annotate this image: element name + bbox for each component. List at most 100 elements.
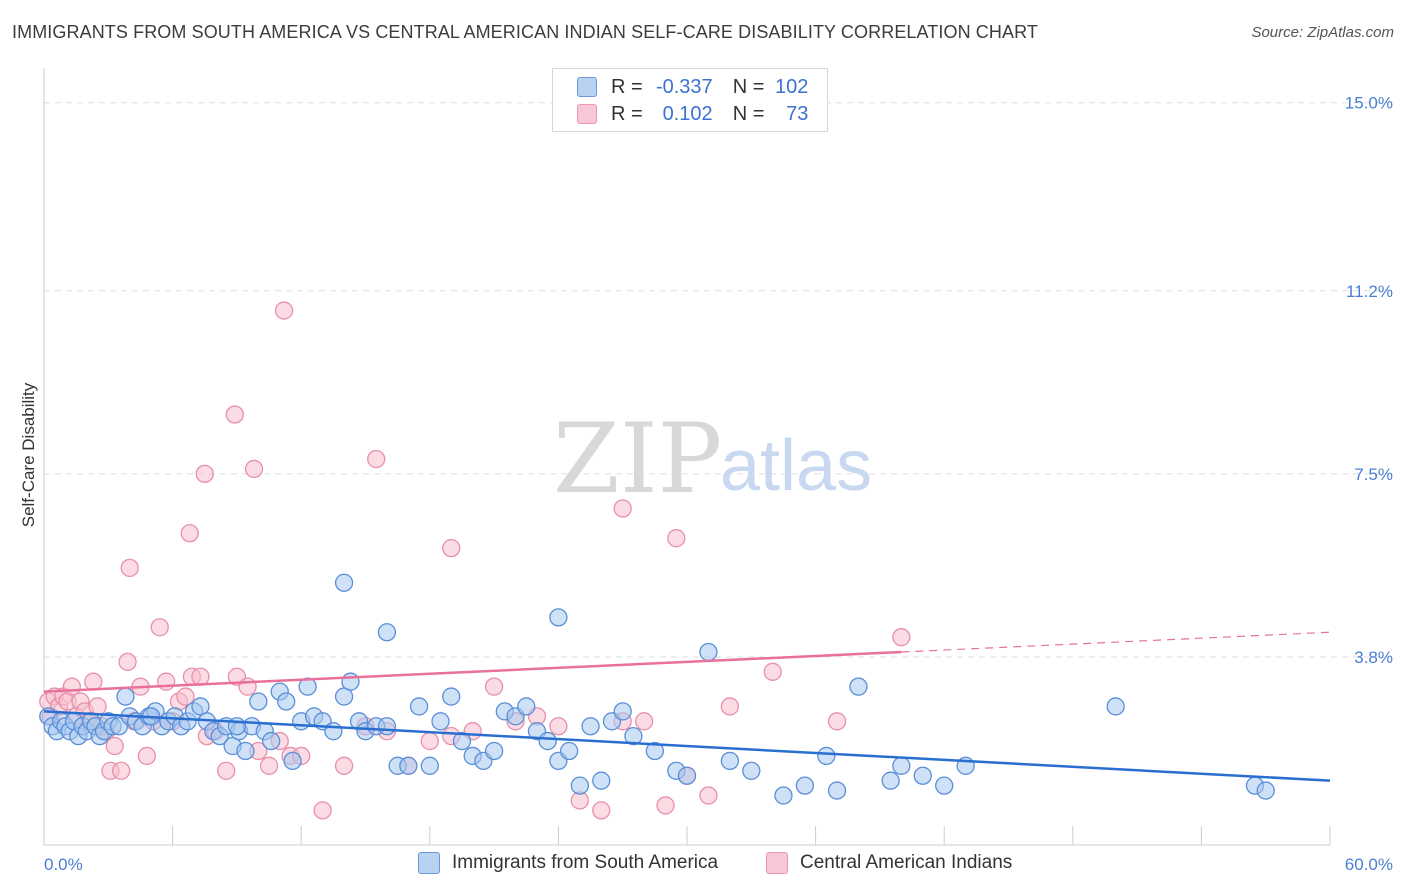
blue-point (881, 771, 900, 790)
pink-point (484, 677, 504, 696)
blue-point (283, 751, 302, 771)
blue-point (236, 741, 255, 761)
pink-point (334, 756, 354, 775)
legend-swatch-blue (577, 77, 597, 97)
watermark-atlas: atlas (720, 426, 872, 506)
blue-trend-line (43, 710, 1331, 782)
pink-point (274, 301, 294, 320)
blue-point (645, 741, 664, 761)
bottom-legend-label-blue: Immigrants from South America (452, 852, 719, 873)
blue-point (549, 608, 568, 627)
pink-point (634, 712, 654, 731)
pink-point (157, 672, 176, 691)
legend-n-label: N = (732, 75, 765, 98)
watermark-zip: ZIP (553, 403, 722, 515)
pink-point (112, 761, 131, 780)
blue-point (420, 756, 439, 775)
x-tick-label: 60.0% (1345, 855, 1393, 874)
blue-point (913, 766, 932, 785)
pink-point (191, 667, 210, 686)
blue-point (262, 731, 281, 751)
blue-point (277, 692, 296, 711)
blue-point (377, 717, 397, 736)
pink-point (137, 746, 157, 766)
blue-point (720, 751, 740, 771)
y-axis-label: Self-Care Disability (19, 382, 38, 527)
blue-point (849, 677, 868, 696)
series-central-american-indians (39, 301, 911, 820)
blue-point (795, 776, 815, 795)
legend-swatch-pink (577, 104, 597, 124)
blue-point (559, 741, 579, 761)
legend-n-value: 102 (775, 75, 809, 98)
blue-point (774, 786, 793, 805)
pink-point (225, 405, 244, 424)
blue-point (1106, 697, 1125, 716)
pink-point (549, 717, 568, 736)
pink-point (763, 662, 782, 681)
pink-point (592, 801, 611, 820)
blue-point (817, 746, 836, 766)
blue-point (624, 726, 643, 746)
bottom-legend-swatch-blue (418, 852, 440, 874)
blue-point (334, 573, 354, 592)
pink-point (217, 761, 236, 780)
pink-point (656, 796, 675, 815)
pink-point (699, 786, 718, 805)
y-tick-label: 15.0% (1345, 94, 1393, 113)
blue-point (452, 731, 472, 751)
blue-point (613, 702, 632, 721)
blue-point (442, 687, 461, 706)
blue-point (409, 697, 429, 716)
pink-point (313, 801, 332, 820)
x-tick-labels: 0.0% 60.0% (44, 855, 1393, 874)
blue-point (538, 731, 557, 751)
bottom-legend-pink: Central American Indians (766, 852, 1012, 874)
blue-point (116, 687, 135, 706)
pink-point (613, 499, 632, 518)
blue-point (249, 692, 268, 711)
legend-r-value: -0.337 (655, 75, 713, 98)
pink-point (180, 524, 199, 543)
blue-point (298, 677, 317, 696)
bottom-legend-label-pink: Central American Indians (800, 852, 1013, 873)
watermark: ZIP atlas (553, 403, 872, 515)
blue-point (827, 781, 847, 800)
blue-point (341, 672, 360, 691)
pink-point (442, 538, 461, 558)
blue-point (699, 642, 718, 662)
legend-r-label: R = (611, 102, 643, 125)
blue-point (677, 766, 697, 785)
legend-row-blue: R = -0.337 N = 102 (577, 75, 808, 99)
blue-point (592, 771, 611, 790)
blue-point (324, 722, 343, 741)
y-tick-label: 7.5% (1354, 465, 1393, 484)
blue-point (581, 717, 600, 736)
pink-point (62, 677, 82, 696)
legend: R = -0.337 N = 102 R = 0.102 N = 73 (552, 68, 828, 132)
legend-row-pink: R = 0.102 N = 73 (577, 102, 808, 126)
pink-trend-extension (901, 631, 1331, 653)
pink-point (176, 687, 195, 706)
axes (43, 68, 1331, 846)
blue-point (570, 776, 589, 795)
blue-point (935, 776, 954, 795)
bottom-legend-swatch-pink (766, 852, 788, 874)
pink-point (105, 736, 124, 756)
legend-r-value: 0.102 (662, 102, 713, 125)
x-tick-label: 0.0% (44, 855, 83, 874)
pink-point (667, 529, 686, 548)
pink-point (259, 756, 279, 775)
legend-r-label: R = (611, 75, 643, 98)
legend-n-label: N = (732, 102, 765, 125)
blue-point (742, 761, 761, 780)
pink-point (118, 652, 137, 672)
trend-lines (43, 631, 1331, 782)
y-tick-label: 3.8% (1354, 648, 1393, 667)
blue-point (484, 741, 504, 761)
pink-point (150, 618, 169, 637)
pink-point (420, 731, 439, 751)
grid-lines (44, 102, 1392, 658)
pink-point (827, 712, 847, 731)
